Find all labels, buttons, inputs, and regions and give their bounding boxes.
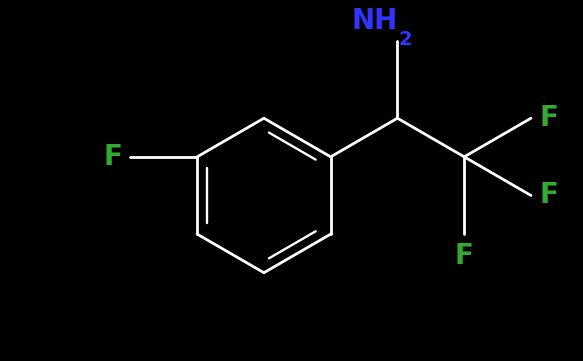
Text: F: F — [539, 104, 558, 132]
Text: F: F — [103, 143, 122, 171]
Text: 2: 2 — [399, 30, 412, 49]
Text: F: F — [455, 242, 473, 270]
Text: NH: NH — [351, 8, 398, 35]
Text: F: F — [539, 182, 558, 209]
